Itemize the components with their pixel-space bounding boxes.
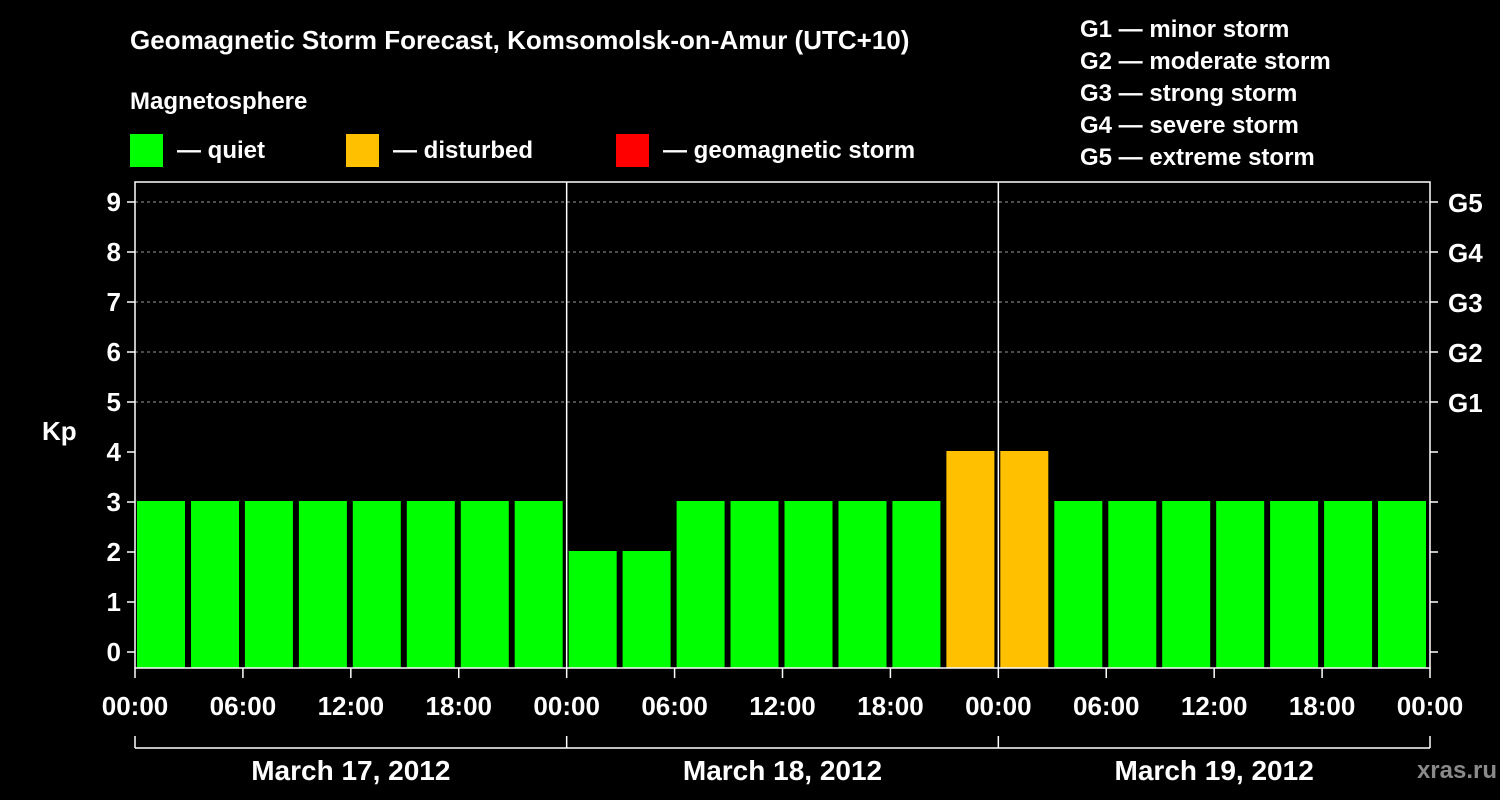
legend-label-disturbed: — disturbed [393,137,533,164]
tick-labels: 0 1 2 3 4 5 6 7 8 9 G1 G2 G3 G4 G5 00:00 06:00 12:00 18:00… [102,187,1483,786]
bar [568,551,617,668]
y-tick-label: 3 [107,487,121,517]
legend-heading: Magnetosphere [130,88,307,115]
legend-swatch-storm [616,134,649,167]
y-tick-label: 7 [107,287,121,317]
bar [1108,501,1157,668]
scale-legend-g3: G3 — strong storm [1080,80,1297,107]
bar [1216,501,1265,668]
x-tick-label: 18:00 [1289,691,1356,721]
bar [1324,501,1373,668]
x-tick-label: 12:00 [749,691,816,721]
bar [352,501,401,668]
legend-label-quiet: — quiet [177,137,265,164]
bar [676,501,725,668]
bar [622,551,671,668]
storm-scale-label: G4 [1448,238,1483,268]
axes [127,181,1438,749]
y-tick-label: 6 [107,337,121,367]
bar [1162,501,1211,668]
day-label: March 19, 2012 [1115,755,1314,786]
scale-legend-g1: G1 — minor storm [1080,16,1289,43]
bar [1270,501,1319,668]
x-tick-label: 00:00 [965,691,1032,721]
legend-swatch-disturbed [346,134,379,167]
storm-scale-label: G5 [1448,188,1483,218]
scale-legend-g2: G2 — moderate storm [1080,48,1331,75]
day-label: March 17, 2012 [251,755,450,786]
bar [784,501,833,668]
bar [137,501,185,668]
storm-scale-label: G3 [1448,288,1483,318]
y-tick-label: 4 [107,437,122,467]
y-tick-label: 1 [107,587,121,617]
x-tick-label: 00:00 [533,691,600,721]
day-label: March 18, 2012 [683,755,882,786]
y-tick-label: 9 [107,187,121,217]
bar [298,501,347,668]
bar [946,451,995,668]
bar [1054,501,1103,668]
scale-legend-g5: G5 — extreme storm [1080,144,1315,171]
x-tick-label: 12:00 [318,691,385,721]
x-tick-label: 00:00 [1397,691,1464,721]
x-tick-label: 06:00 [641,691,708,721]
bar [460,501,509,668]
bar [406,501,455,668]
bar [514,501,563,668]
scale-legend-g4: G4 — severe storm [1080,112,1299,139]
x-tick-label: 18:00 [426,691,493,721]
x-tick-label: 00:00 [102,691,169,721]
legend-label-storm: — geomagnetic storm [663,137,915,164]
storm-scale-label: G1 [1448,388,1483,418]
y-tick-label: 8 [107,237,121,267]
storm-scale-label: G2 [1448,338,1483,368]
y-axis-label: Kp [42,416,77,446]
bar [191,501,239,668]
bars [137,451,1426,668]
y-tick-label: 0 [107,637,121,667]
bar [892,501,941,668]
bar [244,501,293,668]
bar [730,501,779,668]
y-tick-label: 2 [107,537,121,567]
bar [838,501,887,668]
legend-swatch-quiet [130,134,163,167]
chart-title: Geomagnetic Storm Forecast, Komsomolsk-o… [130,25,909,55]
x-tick-label: 18:00 [857,691,924,721]
x-tick-label: 06:00 [1073,691,1140,721]
x-tick-label: 06:00 [210,691,277,721]
bar [1000,451,1049,668]
x-tick-label: 12:00 [1181,691,1248,721]
gridlines [135,201,1430,403]
watermark: xras.ru [1417,757,1497,784]
bar [1378,501,1426,668]
y-tick-label: 5 [107,387,121,417]
